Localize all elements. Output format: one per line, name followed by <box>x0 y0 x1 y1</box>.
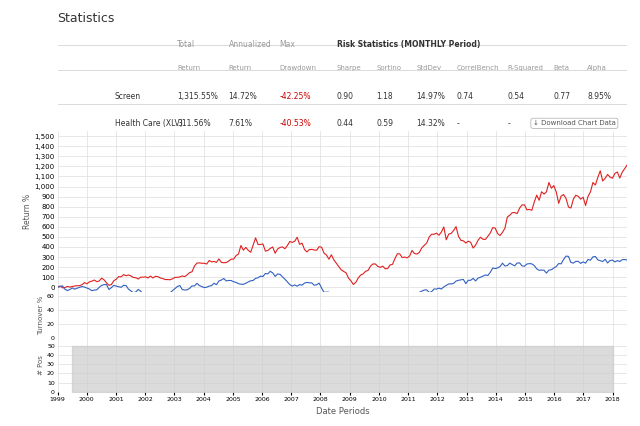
Text: 0.59: 0.59 <box>376 119 394 128</box>
Text: -: - <box>588 119 590 128</box>
Text: R-Squared: R-Squared <box>508 65 543 71</box>
Text: -40.53%: -40.53% <box>280 119 312 128</box>
Text: Beta: Beta <box>553 65 569 71</box>
Text: Sortino: Sortino <box>376 65 401 71</box>
Text: Sharpe: Sharpe <box>337 65 362 71</box>
Y-axis label: Return %: Return % <box>23 194 32 229</box>
Text: 0.90: 0.90 <box>337 92 354 101</box>
Text: 0.77: 0.77 <box>553 92 570 101</box>
Text: 1.18: 1.18 <box>376 92 393 101</box>
Text: -: - <box>508 119 510 128</box>
Text: 14.72%: 14.72% <box>228 92 257 101</box>
Text: Total: Total <box>177 40 195 49</box>
Text: Annualized: Annualized <box>228 40 271 49</box>
Text: Statistics: Statistics <box>58 12 115 25</box>
Text: -: - <box>553 119 556 128</box>
Text: Alpha: Alpha <box>588 65 607 71</box>
Text: 311.56%: 311.56% <box>177 119 211 128</box>
Text: CorrelBench: CorrelBench <box>456 65 499 71</box>
Text: 7.61%: 7.61% <box>228 119 252 128</box>
Text: 0.44: 0.44 <box>337 119 354 128</box>
Text: Risk Statistics (MONTHLY Period): Risk Statistics (MONTHLY Period) <box>337 40 480 49</box>
Text: -42.25%: -42.25% <box>280 92 311 101</box>
Text: 0.54: 0.54 <box>508 92 525 101</box>
Text: Max: Max <box>280 40 296 49</box>
Text: -: - <box>456 119 459 128</box>
Y-axis label: Turnover %: Turnover % <box>38 296 44 335</box>
Text: Return: Return <box>177 65 200 71</box>
Text: 1,315.55%: 1,315.55% <box>177 92 218 101</box>
Text: StdDev: StdDev <box>417 65 442 71</box>
Text: Return: Return <box>228 65 252 71</box>
Text: ↓ Download Chart Data: ↓ Download Chart Data <box>533 120 616 126</box>
Text: Screen: Screen <box>115 92 141 101</box>
Text: 14.97%: 14.97% <box>417 92 445 101</box>
Text: Health Care (XLV): Health Care (XLV) <box>115 119 182 128</box>
Text: 14.32%: 14.32% <box>417 119 445 128</box>
Text: Drawdown: Drawdown <box>280 65 317 71</box>
Text: 0.74: 0.74 <box>456 92 474 101</box>
Text: 8.95%: 8.95% <box>588 92 611 101</box>
X-axis label: Date Periods: Date Periods <box>316 407 369 416</box>
Y-axis label: # Pos: # Pos <box>38 355 44 375</box>
